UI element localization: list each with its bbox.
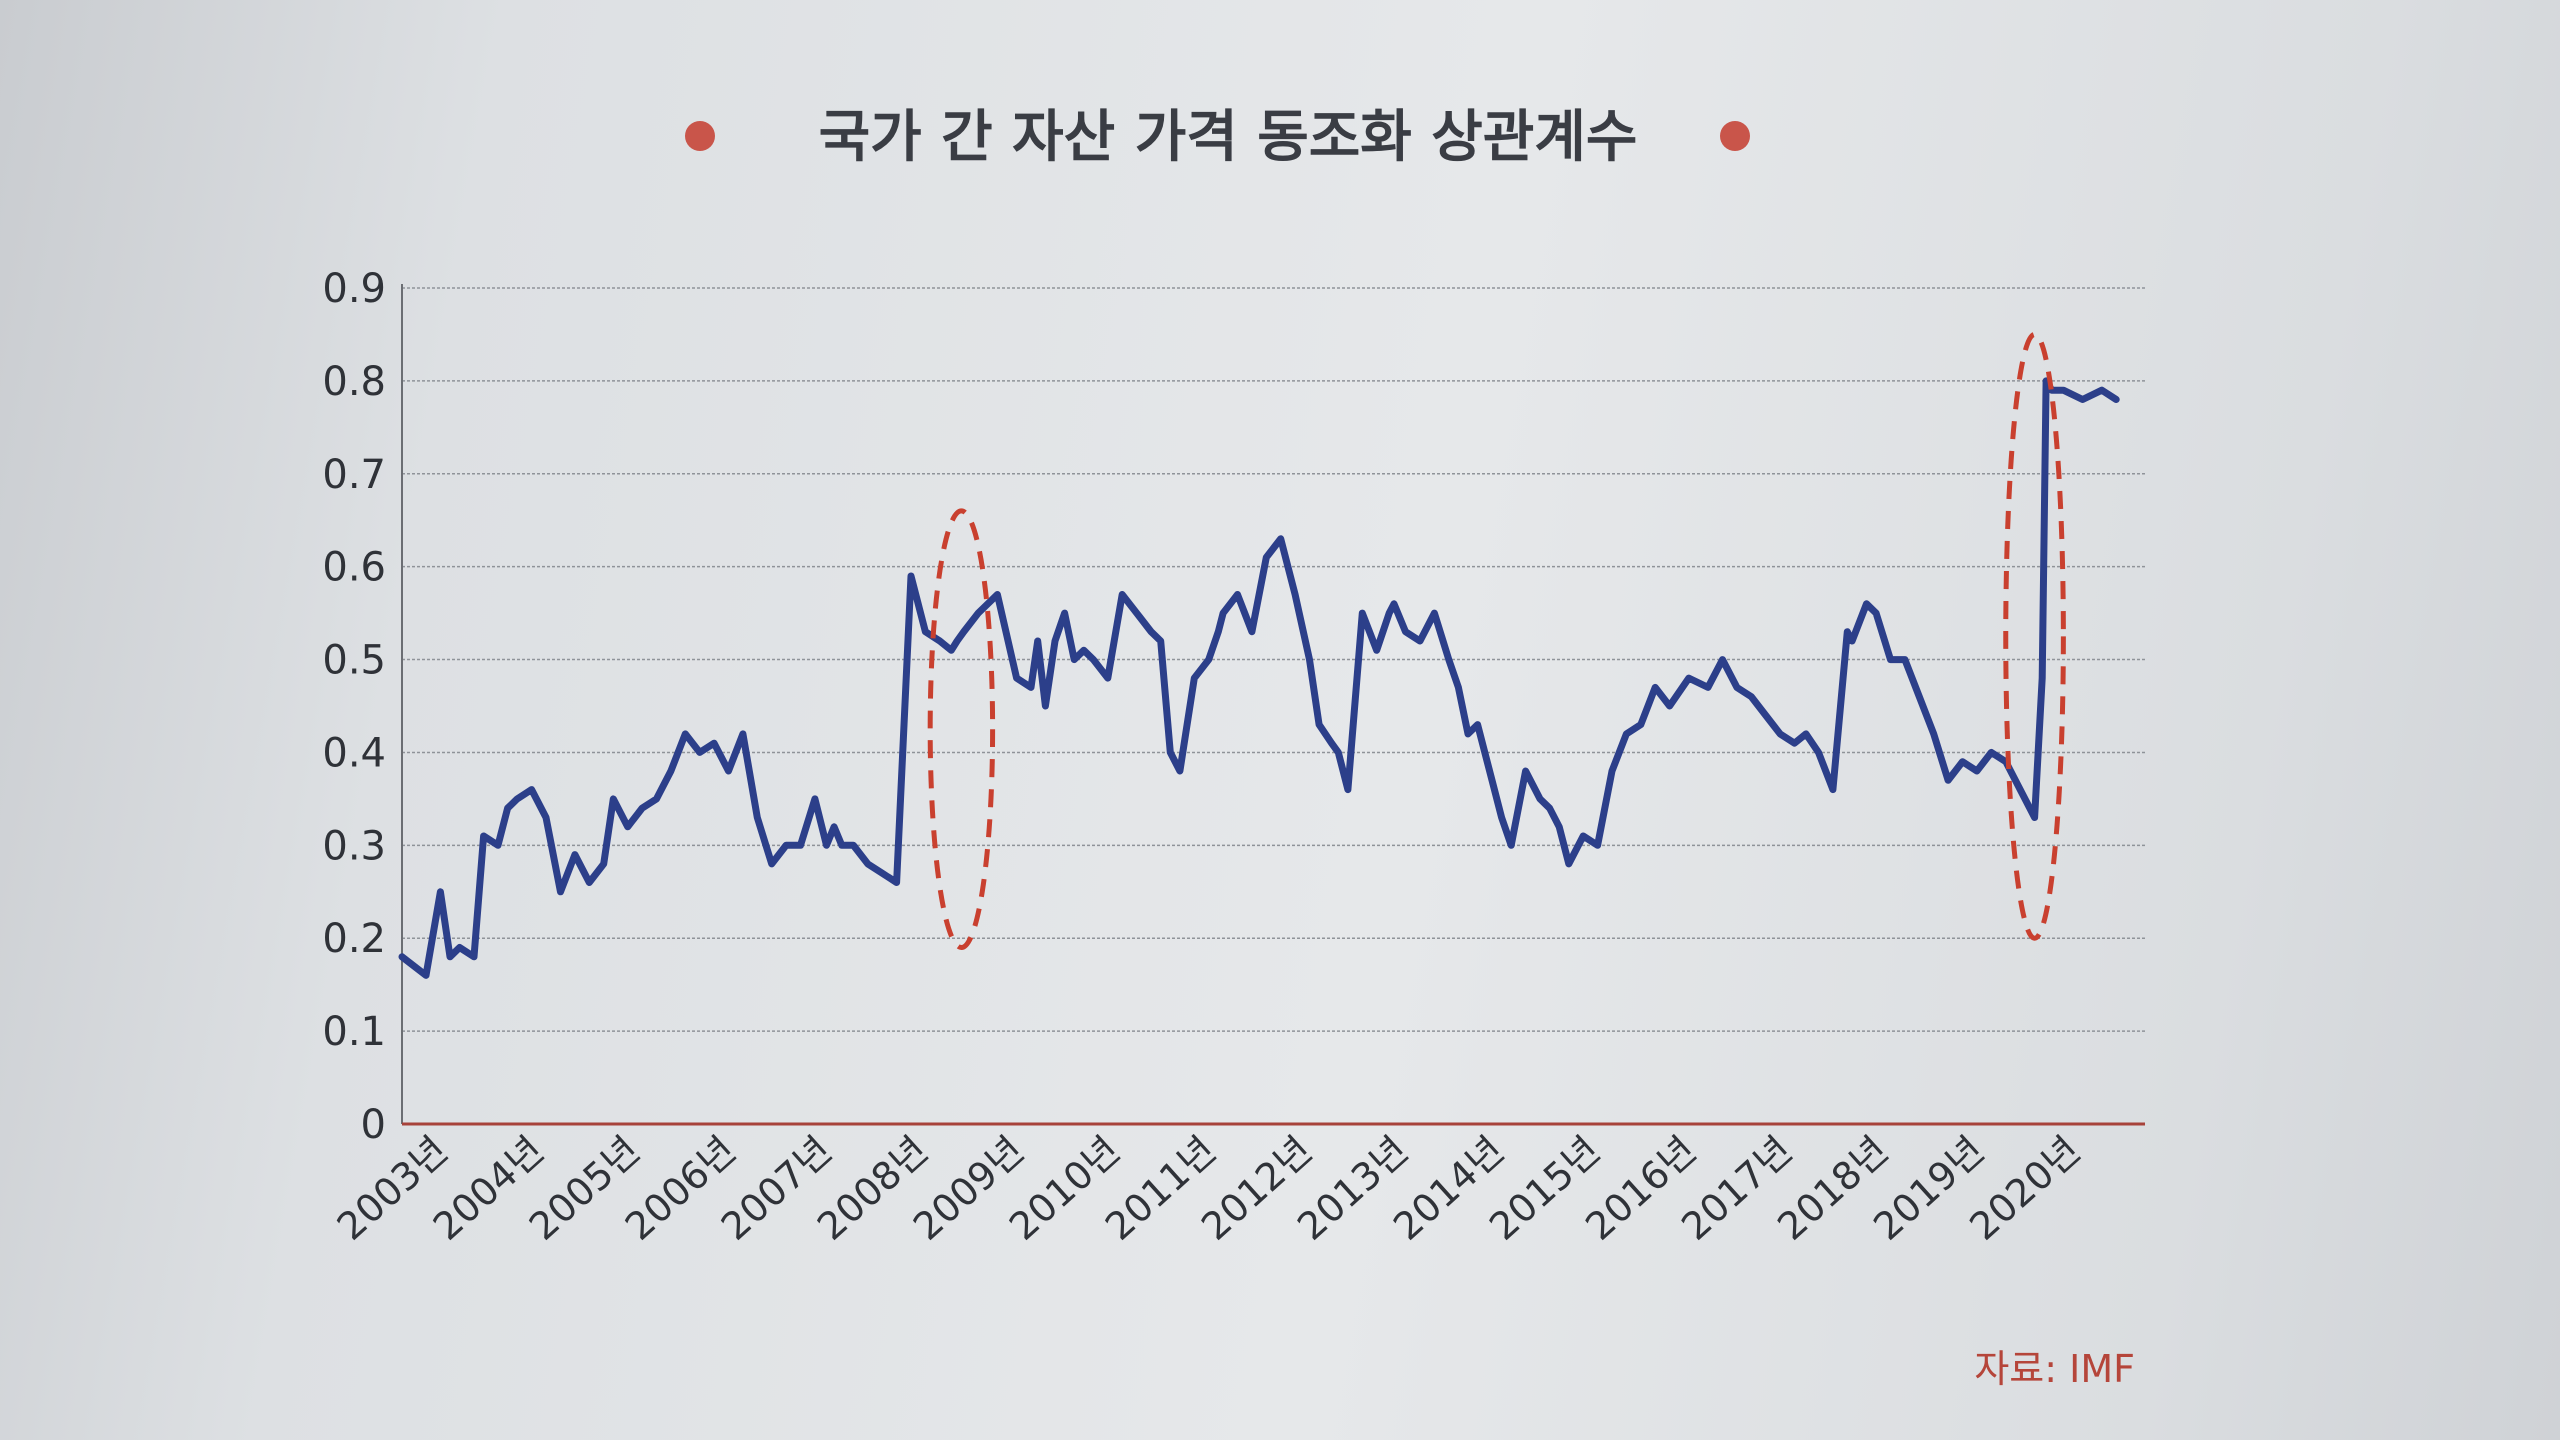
y-tick-label: 0.4 xyxy=(322,730,386,776)
x-axis-ticks: 2003년2004년2005년2006년2007년2008년2009년2010년… xyxy=(329,1128,2089,1249)
y-tick-label: 0.5 xyxy=(322,638,386,684)
y-tick-label: 0 xyxy=(361,1102,386,1148)
y-tick-label: 0.2 xyxy=(322,916,386,962)
axes xyxy=(401,284,2145,1126)
y-tick-label: 0.1 xyxy=(322,1009,386,1055)
highlight-ellipse xyxy=(927,508,996,951)
chart-title-group: 국가 간 자산 가격 동조화 상관계수 xyxy=(685,105,1750,170)
y-tick-label: 0.8 xyxy=(322,359,386,405)
y-axis-ticks: 0 0.1 0.2 0.3 0.4 0.5 0.6 0.7 0.8 0.9 xyxy=(322,266,386,1148)
y-tick-label: 0.6 xyxy=(322,545,386,591)
y-tick-label: 0.9 xyxy=(322,266,386,312)
title-bullet-right xyxy=(1720,121,1750,151)
gridlines xyxy=(402,287,2145,1032)
annotation-layer xyxy=(927,331,2066,951)
series-layer xyxy=(398,377,2120,979)
highlight-ellipse xyxy=(2003,331,2066,941)
title-bullet-left xyxy=(685,121,715,151)
series-line xyxy=(398,377,2120,979)
x-tick-label: 2020년 xyxy=(1961,1128,2088,1249)
chart-title: 국가 간 자산 가격 동조화 상관계수 xyxy=(819,105,1638,170)
y-tick-label: 0.3 xyxy=(322,823,386,869)
source-note: 자료: IMF xyxy=(1974,1347,2135,1391)
y-tick-label: 0.7 xyxy=(322,452,386,498)
